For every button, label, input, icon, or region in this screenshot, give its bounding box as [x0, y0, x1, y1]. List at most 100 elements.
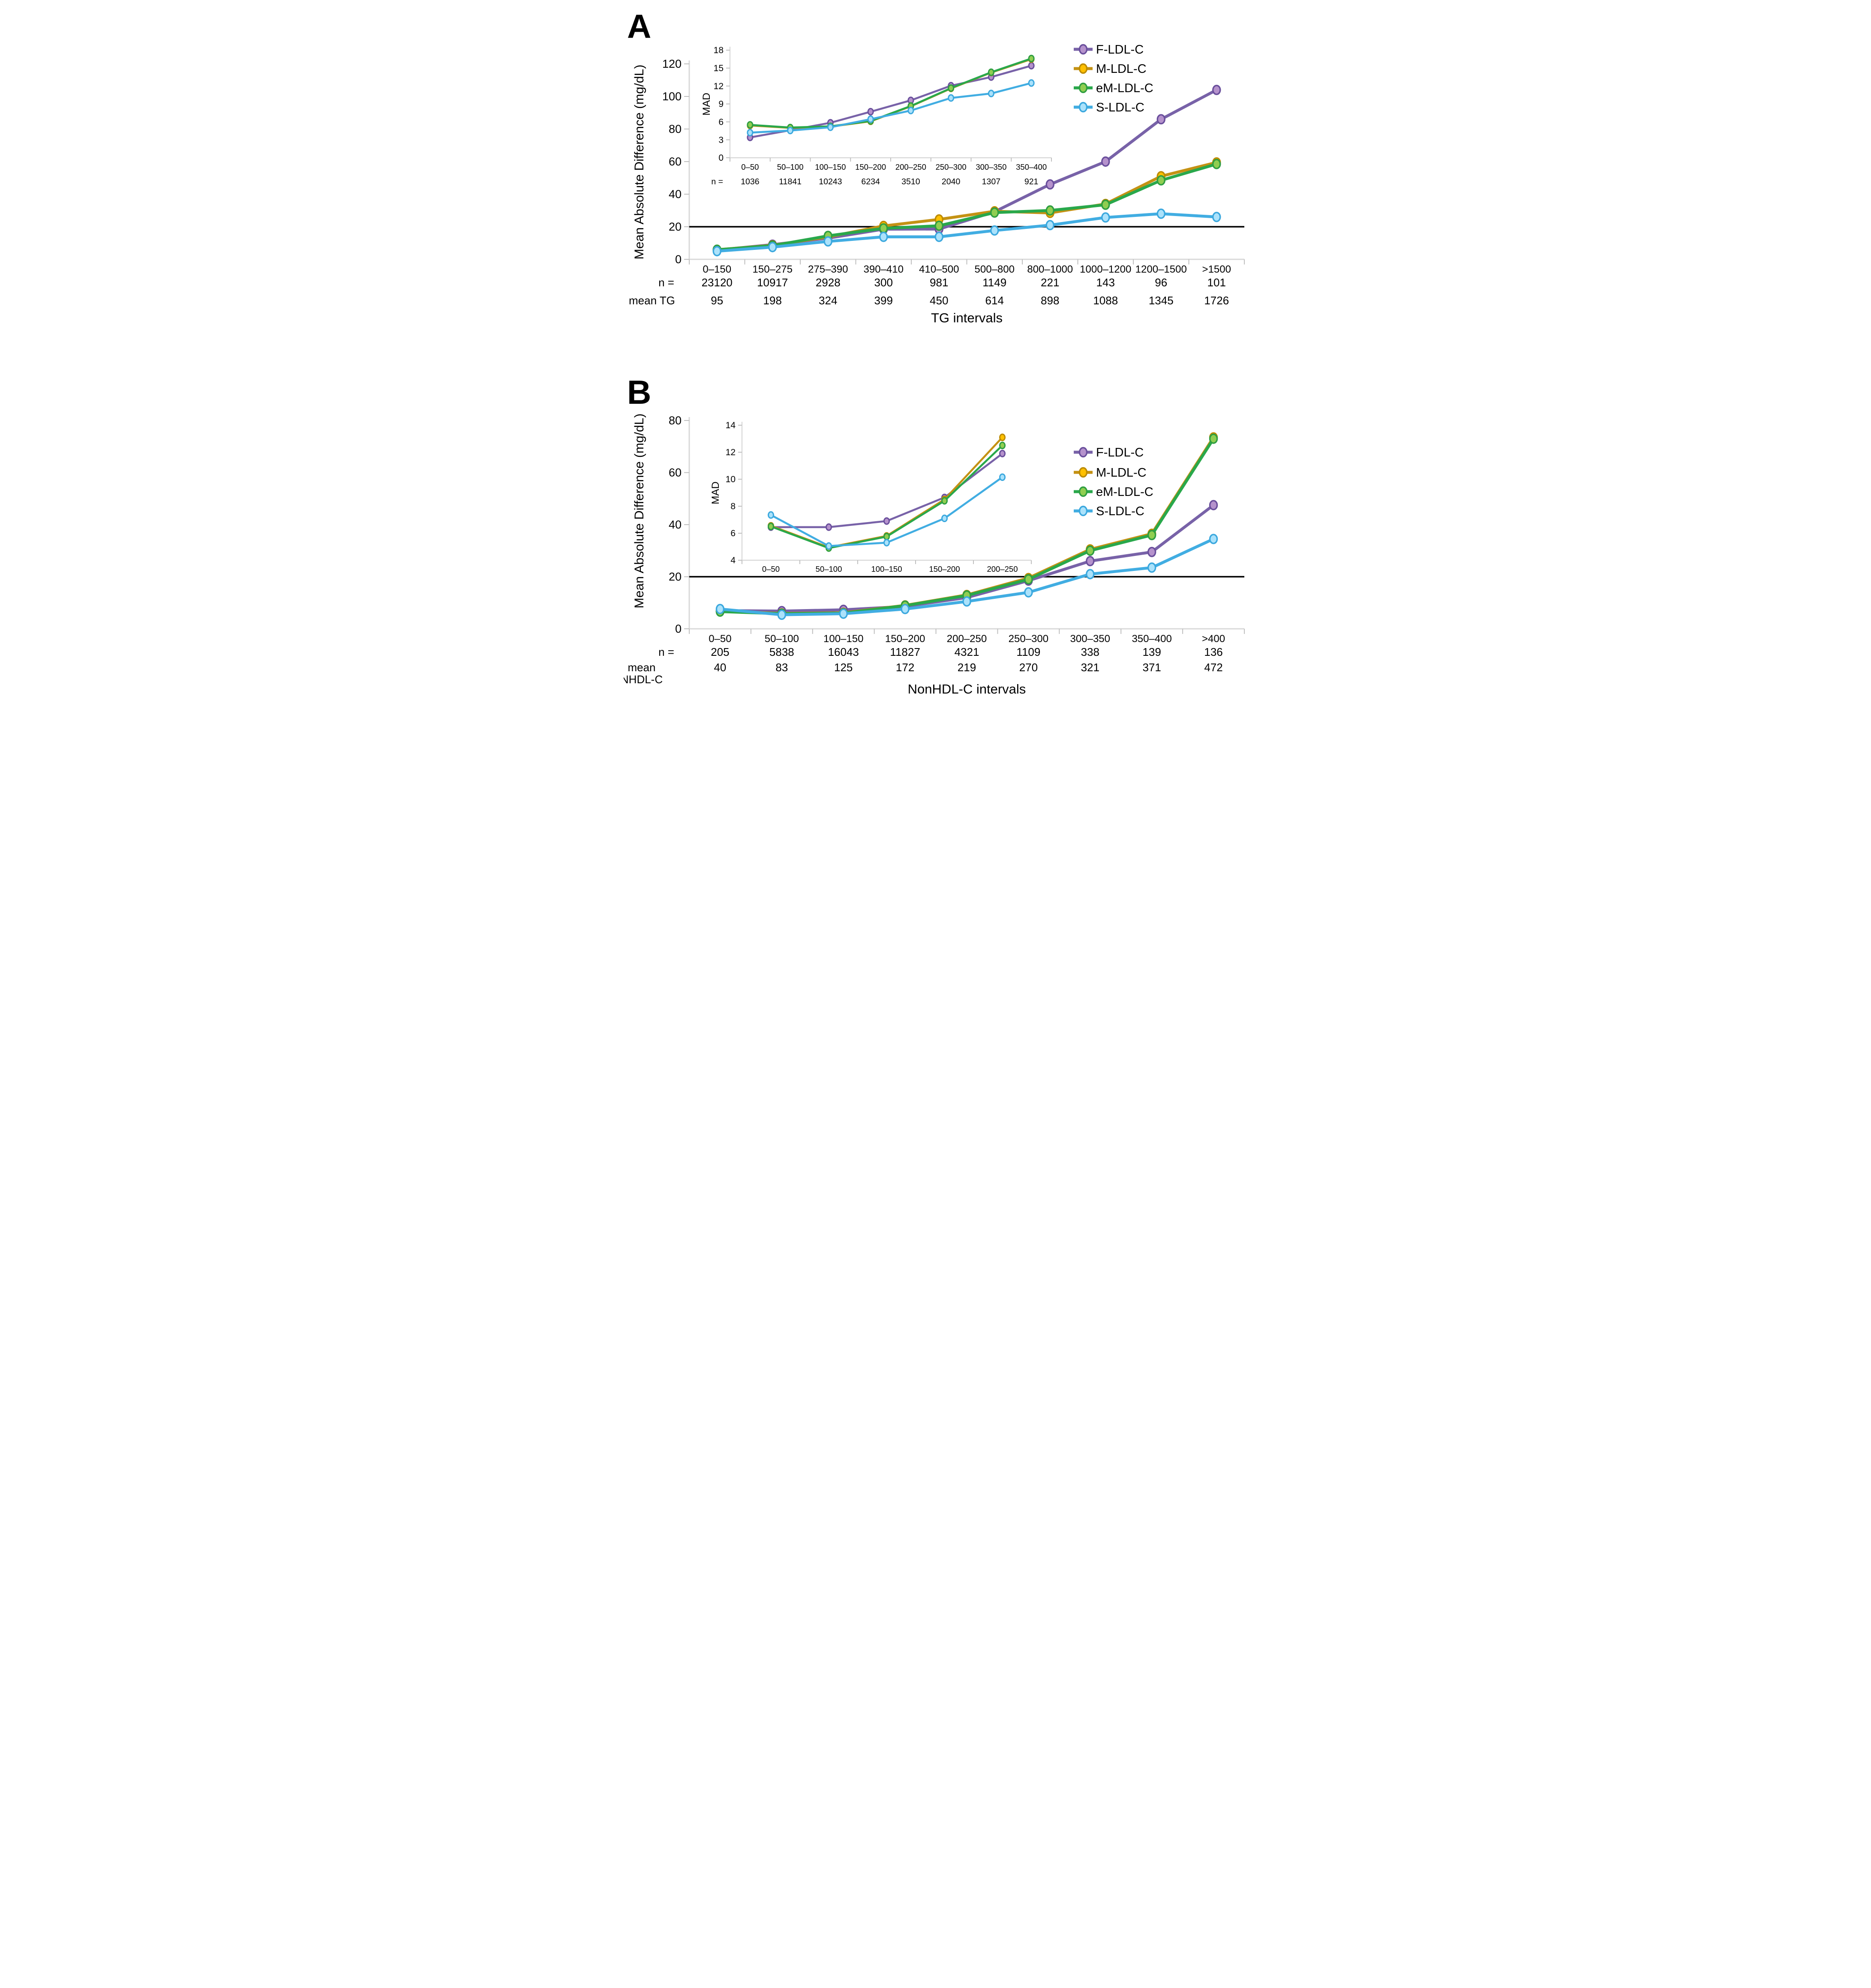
A-main-marker-S-LDL-C [712, 246, 721, 257]
B-inset-x-category: 100–150 [871, 565, 902, 574]
legend-marker-eM-LDL-C [1078, 82, 1088, 93]
B-main-marker-S-LDL-C [1086, 569, 1095, 580]
B-inset-series-S-LDL-C [768, 473, 1006, 550]
A-main-mean-value: 324 [819, 294, 837, 307]
A-main-mean-value: 198 [763, 294, 782, 307]
B-main-n-value: 338 [1081, 646, 1099, 658]
B-main-marker-S-LDL-C [901, 604, 910, 614]
legend-marker-M-LDL-C [1078, 63, 1088, 74]
two-panel-mad-figure: A Mean Absolute Difference (mg/dL) 0 20 40 60… [624, 0, 1247, 704]
A-inset-ytick-label: 3 [718, 135, 724, 145]
A-main-marker-S-LDL-C [990, 225, 999, 236]
legend-label: M-LDL-C [1096, 62, 1147, 76]
B-inset-ytick-label: 4 [730, 556, 736, 565]
A-inset-marker-S-LDL-C [787, 126, 794, 135]
A-main-x-category: 1200–1500 [1135, 264, 1187, 275]
B-main-mean-value: 321 [1081, 661, 1099, 674]
panel-letter: A [627, 7, 651, 45]
A-inset-n-value: 10243 [819, 177, 842, 186]
B-inset-ytick-label: 8 [730, 502, 736, 511]
legend-item-eM-LDL-C: eM-LDL-C [1074, 485, 1153, 499]
A-main-n-value: 2928 [816, 276, 841, 289]
A-inset-ytick-label: 18 [714, 45, 724, 55]
B-inset-x-category: 0–50 [762, 565, 780, 574]
y-axis-title: Mean Absolute Difference (mg/dL) [632, 414, 646, 609]
A-main-marker-eM-LDL-C [934, 220, 943, 231]
A-main-mean-label: mean TG [629, 294, 675, 307]
A-inset-x-category: 100–150 [815, 162, 846, 171]
A-inset-ytick-label: 9 [718, 99, 724, 109]
B-inset-line-M-LDL-C [770, 436, 1003, 549]
A-main-mean-value: 1088 [1093, 294, 1118, 307]
A-inset-marker-S-LDL-C [948, 94, 955, 102]
B-main-marker-S-LDL-C [962, 596, 971, 607]
A-main-series-S-LDL-C [712, 208, 1221, 257]
B-inset-marker-S-LDL-C [768, 511, 774, 519]
A-main-x-category: 0–150 [703, 264, 731, 275]
B-main: 0 20 40 60 80 0–50 50–100 100–150 150–200 200–250… [624, 414, 1245, 697]
A-inset-marker-S-LDL-C [867, 115, 874, 123]
A-inset-x-category: 50–100 [777, 162, 804, 171]
B-main-mean-value: 219 [958, 661, 976, 674]
A-main-n-value: 96 [1155, 276, 1167, 289]
A-inset-line-S-LDL-C [749, 82, 1033, 134]
A-inset-marker-S-LDL-C [827, 123, 834, 131]
A-main-marker-S-LDL-C [1156, 208, 1165, 219]
A-inset-marker-S-LDL-C [988, 90, 994, 97]
B-main-ytick-label: 20 [669, 571, 682, 583]
legend-label: F-LDL-C [1096, 43, 1144, 57]
B-main-marker-S-LDL-C [1209, 534, 1218, 544]
A-inset-n-label: n = [711, 177, 723, 186]
B-main-n-value: 136 [1204, 646, 1222, 658]
B-main-x-category: 0–50 [709, 633, 731, 645]
legend-item-M-LDL-C: M-LDL-C [1074, 466, 1147, 480]
B-inset-ytick-label: 10 [726, 474, 736, 484]
A-inset-marker-S-LDL-C [1028, 79, 1035, 87]
A-main-ytick-label: 0 [675, 253, 682, 266]
B-main-marker-F-LDL-C [1209, 500, 1218, 511]
legend-item-S-LDL-C: S-LDL-C [1074, 505, 1144, 518]
B-inset-marker-S-LDL-C [999, 473, 1006, 481]
A-main-marker-eM-LDL-C [1212, 159, 1221, 169]
B-main-marker-F-LDL-C [1086, 556, 1095, 567]
legend: F-LDL-C M-LDL-C eM-LDL-C S-LDL-C [1074, 446, 1153, 518]
A-main-mean-value: 399 [874, 294, 893, 307]
A-main-marker-F-LDL-C [1045, 179, 1054, 190]
A-inset-line-F-LDL-C [749, 64, 1033, 138]
A-inset-n-value: 11841 [779, 177, 802, 186]
A-main-series-M-LDL-C [712, 157, 1221, 255]
legend-label: S-LDL-C [1096, 505, 1144, 518]
A-inset-line-eM-LDL-C [749, 57, 1033, 129]
legend-label: M-LDL-C [1096, 466, 1147, 480]
legend-item-eM-LDL-C: eM-LDL-C [1074, 81, 1153, 95]
B-main-x-category: 50–100 [765, 633, 799, 645]
B-inset-axes: 4 6 8 10 12 14 [726, 420, 1032, 565]
A-inset-marker-S-LDL-C [747, 129, 754, 137]
A-inset-n-value: 2040 [942, 177, 961, 186]
legend-item-F-LDL-C: F-LDL-C [1074, 43, 1144, 57]
A-main-mean-value: 1345 [1149, 294, 1174, 307]
B-main-mean-label: mean [628, 661, 655, 674]
A-inset-x-category: 350–400 [1016, 162, 1047, 171]
B-inset-marker-F-LDL-C [826, 523, 832, 531]
A-main-marker-F-LDL-C [1212, 84, 1221, 95]
legend-label: eM-LDL-C [1096, 485, 1153, 499]
B-main-x-category: 100–150 [823, 633, 863, 645]
B-main-n-value: 4321 [955, 646, 979, 658]
A-main-marker-eM-LDL-C [1045, 205, 1054, 216]
B-inset-marker-F-LDL-C [883, 517, 890, 525]
A-inset-n-value: 1036 [741, 177, 759, 186]
A-inset-ytick-label: 0 [718, 153, 724, 163]
B-main-mean-value: 371 [1142, 661, 1161, 674]
A-inset-marker-F-LDL-C [867, 108, 874, 116]
B-inset-series-eM-LDL-C [768, 441, 1006, 552]
A-inset-x-category: 200–250 [895, 162, 926, 171]
B-inset-ytick-label: 12 [726, 447, 736, 457]
A-main-marker-S-LDL-C [768, 242, 777, 252]
A-main-n-value: 101 [1207, 276, 1226, 289]
A-main-n-value: 143 [1096, 276, 1115, 289]
A-main-x-axis-title: TG intervals [931, 310, 1003, 325]
A-inset-marker-S-LDL-C [907, 107, 914, 114]
B-main-n-label: n = [658, 646, 674, 658]
